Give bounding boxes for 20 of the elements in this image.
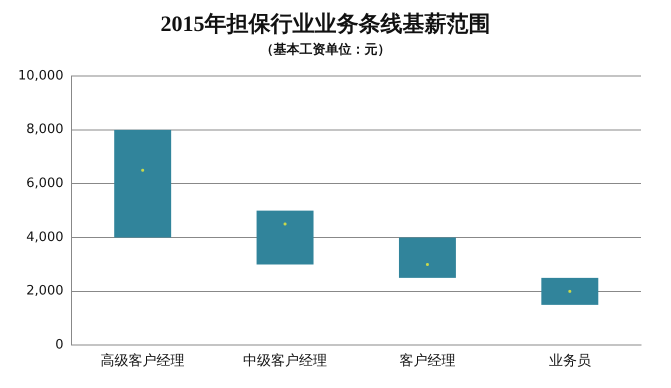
- y-tick-label: 4,000: [26, 230, 64, 245]
- y-tick-label: 0: [55, 338, 64, 353]
- point: [568, 290, 572, 293]
- chart-title: 2015年担保行业业务条线基薪范围: [160, 10, 490, 36]
- bar: [256, 210, 314, 264]
- y-tick-label: 10,000: [18, 68, 64, 84]
- x-tick-label: 高级客户经理: [100, 353, 185, 370]
- bar: [541, 278, 598, 305]
- x-tick-label: 客户经理: [399, 353, 456, 370]
- x-tick-label: 中级客户经理: [243, 353, 328, 370]
- y-tick-label: 2,000: [26, 284, 64, 299]
- x-tick-label: 业务员: [548, 353, 591, 370]
- point: [141, 168, 144, 172]
- chart-subtitle: （基本工资单位：元）: [260, 42, 390, 58]
- y-tick-label: 8,000: [26, 122, 64, 138]
- y-tick-label: 6,000: [26, 176, 64, 192]
- point: [284, 222, 287, 226]
- bar: [398, 238, 456, 278]
- point: [426, 262, 429, 266]
- bar: [114, 130, 172, 238]
